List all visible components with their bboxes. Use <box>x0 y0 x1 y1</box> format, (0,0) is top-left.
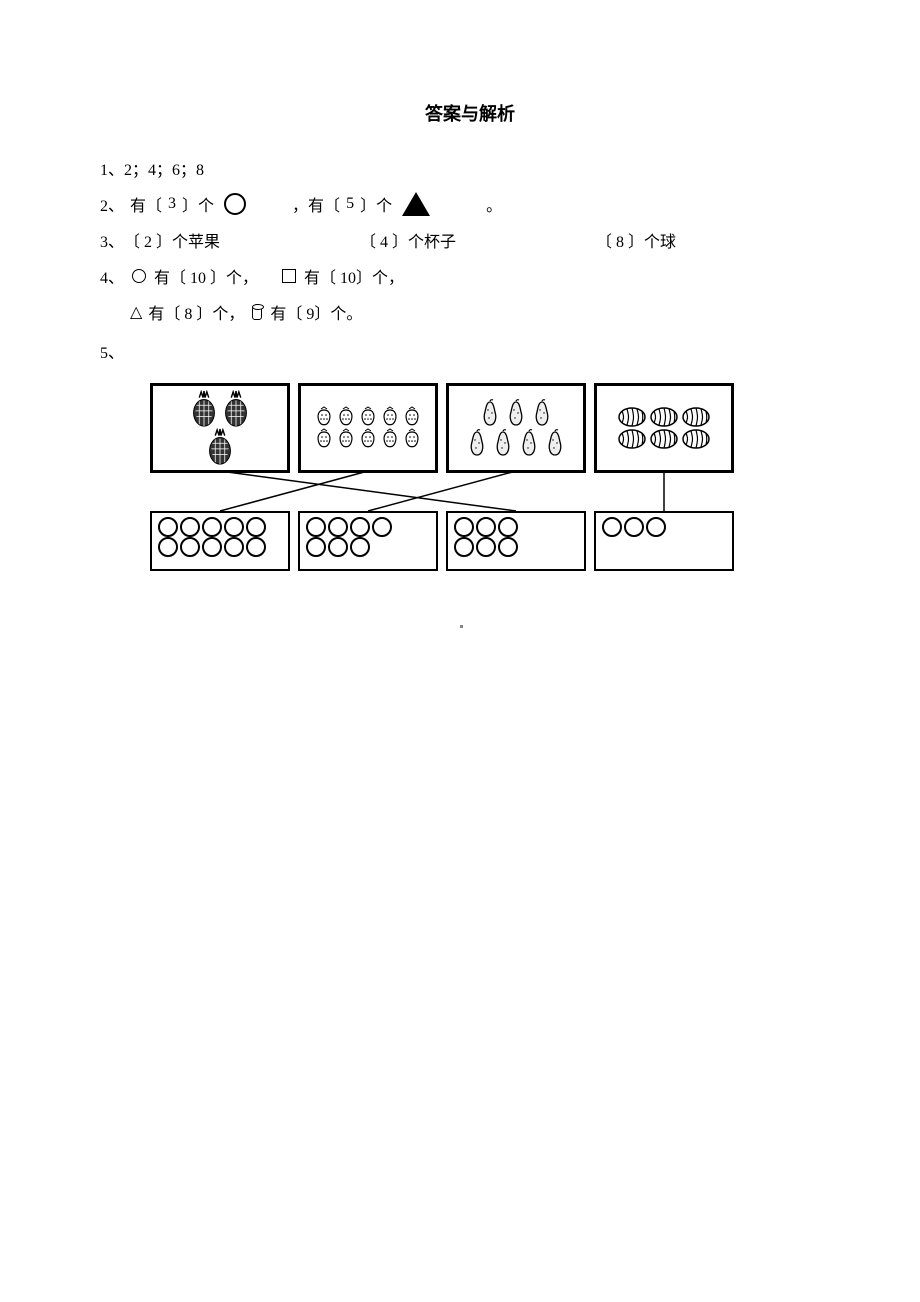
watermelon-box <box>594 383 734 473</box>
q1-number: 1、 <box>100 156 124 180</box>
q2-end: 。 <box>486 192 502 216</box>
q3-number: 3、 <box>100 228 124 252</box>
fruit-row <box>150 383 750 473</box>
q4-number: 4、 <box>100 264 124 288</box>
question-1: 1、 2；4；6；8 <box>100 156 840 180</box>
small-circle-icon <box>132 269 146 283</box>
question-2: 2、 有〔 3 〕个 ，有〔 5 〕个 。 <box>100 192 840 216</box>
page-title: 答案与解析 <box>100 100 840 126</box>
small-cylinder-icon <box>252 304 262 320</box>
pear-box <box>446 383 586 473</box>
q2-part1-value: 3 <box>168 195 176 213</box>
q4-line1-part1: 有〔 10 〕个， <box>154 264 258 288</box>
small-triangle-icon: △ <box>130 302 142 322</box>
q4-line2-part2: 有〔 9〕个。 <box>270 300 362 324</box>
q2-part2-value: 5 <box>346 195 354 213</box>
q4-line2-part1: 有〔 8 〕个， <box>148 300 244 324</box>
question-4-line2: △ 有〔 8 〕个， 有〔 9〕个。 <box>130 300 840 324</box>
circle-icon <box>224 193 246 215</box>
q2-part2-suffix: 〕个 <box>360 192 392 216</box>
q3-item1: 〔 2 〕个苹果 <box>124 228 220 252</box>
q5-number: 5、 <box>100 339 124 363</box>
q1-answer: 2；4；6；8 <box>124 156 204 180</box>
question-5: 5、 <box>100 339 840 363</box>
q4-line1-part2: 有〔 10〕个， <box>304 264 404 288</box>
q2-part1-prefix: 有〔 <box>130 192 162 216</box>
strawberry-box <box>298 383 438 473</box>
q5-diagram <box>150 383 750 571</box>
question-3: 3、 〔 2 〕个苹果 〔 4 〕个杯子 〔 8 〕个球 <box>100 228 840 252</box>
question-4-line1: 4、 有〔 10 〕个， 有〔 10〕个， <box>100 264 840 288</box>
triangle-icon <box>402 192 430 216</box>
q2-part1-suffix: 〕个 <box>182 192 214 216</box>
q3-item2: 〔 4 〕个杯子 <box>360 228 456 252</box>
q3-item3: 〔 8 〕个球 <box>596 228 676 252</box>
q2-number: 2、 <box>100 192 124 216</box>
page-marker <box>460 625 463 628</box>
pineapple-box <box>150 383 290 473</box>
connection-lines <box>150 481 750 511</box>
small-square-icon <box>282 269 296 283</box>
q2-part2-prefix: ，有〔 <box>292 192 340 216</box>
